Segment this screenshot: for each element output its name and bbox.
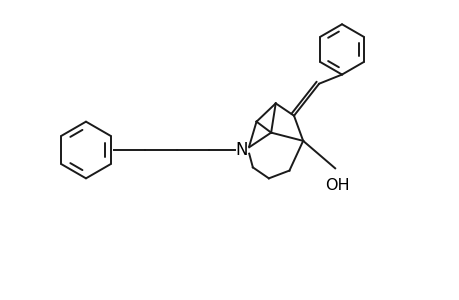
- Text: OH: OH: [325, 178, 349, 193]
- Text: N: N: [235, 141, 247, 159]
